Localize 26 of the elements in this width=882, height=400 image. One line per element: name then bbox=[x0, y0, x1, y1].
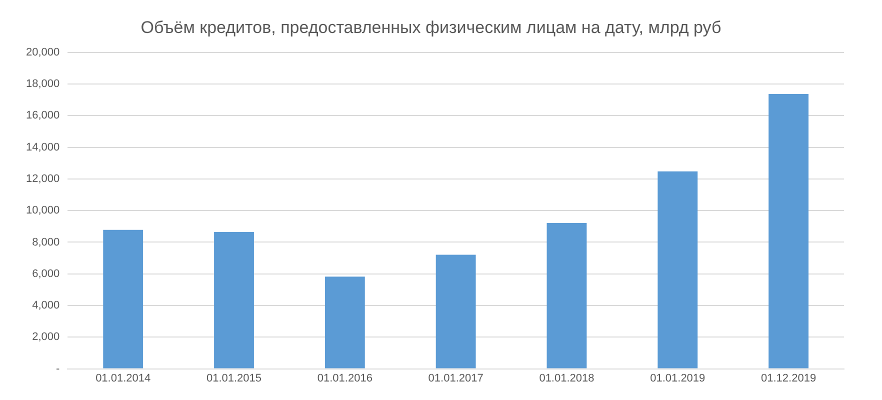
bar bbox=[214, 232, 254, 368]
y-tick-label: 20,000 bbox=[26, 46, 60, 58]
x-tick-label: 01.01.2019 bbox=[650, 372, 706, 384]
x-tick-label: 01.01.2014 bbox=[96, 372, 151, 384]
x-tick-label: 01.01.2017 bbox=[428, 372, 484, 384]
y-tick-label: 10,000 bbox=[26, 204, 60, 217]
bar bbox=[324, 276, 365, 368]
bar bbox=[768, 94, 809, 368]
y-tick-label: 2,000 bbox=[32, 331, 60, 344]
y-tick-label: 8,000 bbox=[32, 236, 60, 248]
x-tick-label: 01.01.2016 bbox=[317, 372, 372, 384]
y-tick-label: 14,000 bbox=[26, 141, 60, 154]
chart-title: Объём кредитов, предоставленных физическим лицам на дату, млрд руб bbox=[140, 18, 722, 37]
x-tick-label: 01.01.2015 bbox=[206, 372, 262, 384]
y-tick-label: - bbox=[56, 362, 60, 375]
y-tick-label: 4,000 bbox=[32, 300, 60, 312]
x-tick-label: 01.12.2019 bbox=[761, 372, 816, 384]
y-tick-label: 6,000 bbox=[32, 268, 60, 280]
bar bbox=[103, 230, 144, 368]
y-tick-label: 12,000 bbox=[26, 172, 60, 185]
bar bbox=[436, 254, 476, 368]
y-tick-label: 16,000 bbox=[26, 110, 60, 122]
bar bbox=[546, 222, 587, 368]
bar bbox=[658, 171, 698, 368]
y-tick-label: 18,000 bbox=[26, 78, 60, 90]
x-tick-label: 01.01.2018 bbox=[539, 372, 594, 384]
